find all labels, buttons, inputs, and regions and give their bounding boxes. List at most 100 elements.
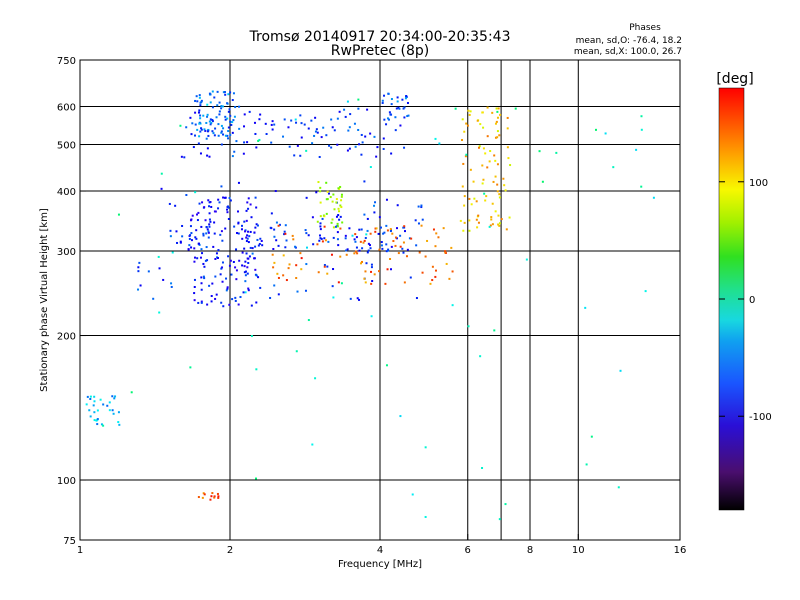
echo-point [255, 477, 258, 480]
echo-point [303, 123, 306, 126]
echo-point [380, 241, 383, 244]
echo-point [358, 298, 361, 301]
echo-point [222, 196, 225, 199]
echo-point [494, 210, 497, 213]
echo-point [229, 120, 232, 123]
plot-points [85, 90, 655, 521]
echo-point [385, 198, 388, 201]
echo-point [295, 264, 298, 267]
echo-point [310, 119, 313, 122]
echo-point [497, 214, 500, 217]
echo-point [284, 246, 287, 249]
echo-point [191, 122, 194, 125]
echo-point [339, 227, 342, 230]
echo-point [175, 230, 178, 233]
echo-point [444, 251, 447, 254]
echo-point [211, 106, 214, 109]
echo-point [320, 237, 323, 240]
echo-point [247, 207, 250, 210]
echo-point [194, 236, 197, 239]
echo-point [418, 251, 421, 254]
echo-point [283, 233, 286, 236]
echo-point [220, 185, 223, 188]
echo-point [359, 262, 362, 265]
echo-point [483, 192, 486, 195]
echo-point [496, 183, 499, 186]
echo-point [233, 225, 236, 228]
echo-point [271, 253, 274, 256]
echo-point [230, 123, 233, 126]
echo-point [218, 113, 221, 116]
echo-point [499, 113, 502, 116]
echo-point [233, 150, 236, 153]
echo-point [243, 271, 246, 274]
echo-point [179, 241, 182, 244]
echo-point [255, 206, 258, 209]
echo-point [227, 110, 230, 113]
echo-point [417, 205, 420, 208]
echo-point [506, 116, 509, 119]
echo-point [245, 219, 248, 222]
echo-point [253, 121, 256, 124]
echo-point [394, 129, 397, 132]
echo-point [394, 116, 397, 119]
echo-point [378, 216, 381, 219]
echo-point [214, 275, 217, 278]
echo-point [388, 111, 391, 114]
echo-point [371, 280, 374, 283]
echo-point [242, 152, 245, 155]
echo-point [479, 123, 482, 126]
echo-point [337, 187, 340, 190]
echo-point [358, 143, 361, 146]
y-tick-label: 75 [63, 536, 76, 547]
echo-point [319, 201, 322, 204]
echo-point [196, 219, 199, 222]
echo-point [461, 185, 464, 188]
echo-point [213, 210, 216, 213]
echo-point [332, 296, 335, 299]
echo-point [216, 256, 219, 259]
echo-point [188, 237, 191, 240]
echo-point [358, 228, 361, 231]
echo-point [227, 206, 230, 209]
echo-point [496, 163, 499, 166]
echo-point [307, 234, 310, 237]
echo-point [246, 201, 249, 204]
echo-point [212, 132, 215, 135]
echo-point [390, 98, 393, 101]
echo-point [375, 155, 378, 158]
echo-point [635, 148, 638, 151]
echo-point [338, 110, 341, 113]
echo-point [300, 268, 303, 271]
echo-point [171, 251, 174, 254]
echo-point [206, 130, 209, 133]
echo-point [497, 107, 500, 110]
echo-point [304, 289, 307, 292]
x-axis-label: Frequency [MHz] [338, 559, 422, 570]
echo-point [102, 424, 105, 427]
echo-point [348, 147, 351, 150]
echo-point [162, 278, 165, 281]
echo-point [451, 304, 454, 307]
echo-point [296, 144, 299, 147]
echo-point [332, 193, 335, 196]
echo-point [336, 238, 339, 241]
echo-point [227, 130, 230, 133]
echo-point [246, 234, 249, 237]
echo-point [226, 286, 229, 289]
echo-point [366, 108, 369, 111]
echo-point [198, 243, 201, 246]
y-tick-label: 100 [57, 476, 76, 487]
echo-point [233, 115, 236, 118]
echo-point [340, 199, 343, 202]
echo-point [225, 289, 228, 292]
echo-point [194, 134, 197, 137]
echo-point [338, 210, 341, 213]
echo-point [394, 236, 397, 239]
echo-point [315, 191, 318, 194]
echo-point [380, 244, 383, 247]
echo-point [130, 391, 133, 394]
echo-point [340, 195, 343, 198]
echo-point [294, 245, 297, 248]
echo-point [193, 299, 196, 302]
